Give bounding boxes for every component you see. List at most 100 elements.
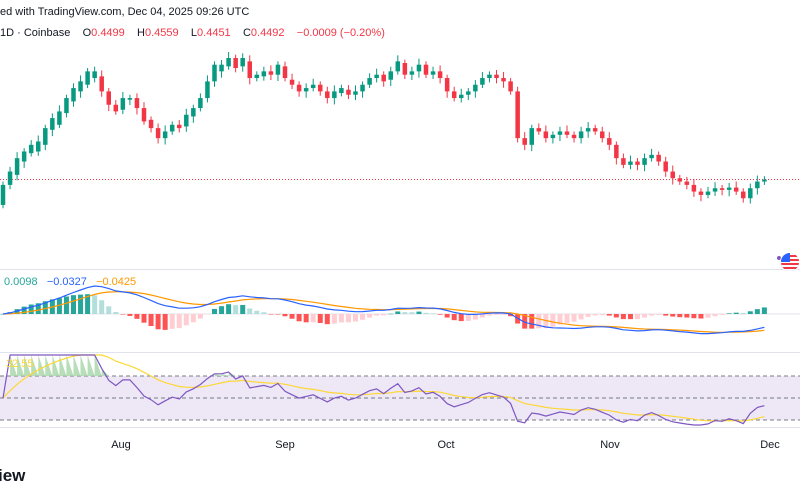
candle-body[interactable] (585, 128, 591, 132)
candle-body[interactable] (275, 64, 281, 75)
candle-body[interactable] (684, 181, 690, 185)
candle-body[interactable] (677, 178, 683, 182)
candle-body[interactable] (198, 98, 203, 109)
candle-body[interactable] (466, 91, 471, 95)
candle-body[interactable] (43, 128, 48, 145)
candle-body[interactable] (663, 161, 668, 172)
candle-body[interactable] (480, 78, 485, 85)
candle-body[interactable] (733, 187, 739, 192)
candle-body[interactable] (318, 84, 323, 92)
candle-body[interactable] (296, 84, 302, 92)
candle-body[interactable] (268, 71, 274, 75)
candle-body[interactable] (226, 58, 231, 67)
candle-body[interactable] (536, 128, 542, 132)
candle-body[interactable] (550, 134, 556, 139)
candle-body[interactable] (437, 71, 443, 79)
candle-body[interactable] (78, 81, 83, 92)
candle-body[interactable] (339, 88, 344, 94)
candle-body[interactable] (28, 144, 34, 154)
candle-body[interactable] (423, 64, 429, 75)
candle-body[interactable] (155, 128, 161, 139)
candle-body[interactable] (459, 94, 464, 99)
candle-body[interactable] (748, 188, 753, 199)
candle-body[interactable] (233, 58, 238, 69)
candle-body[interactable] (64, 98, 69, 114)
candle-body[interactable] (726, 187, 732, 190)
candle-body[interactable] (50, 118, 55, 130)
candle-body[interactable] (508, 81, 513, 92)
candle-body[interactable] (162, 131, 168, 139)
candle-body[interactable] (148, 119, 154, 129)
candle-body[interactable] (607, 138, 612, 145)
candle-body[interactable] (430, 71, 436, 75)
candle-body[interactable] (451, 91, 457, 99)
candle-body[interactable] (14, 158, 20, 175)
candle-body[interactable] (36, 141, 41, 152)
candle-body[interactable] (691, 184, 697, 192)
candle-body[interactable] (416, 64, 422, 72)
candle-body[interactable] (374, 74, 379, 79)
candle-body[interactable] (57, 111, 62, 125)
candle-body[interactable] (127, 98, 133, 100)
candle-body[interactable] (21, 151, 27, 162)
candle-body[interactable] (487, 74, 492, 79)
candle-body[interactable] (670, 171, 676, 179)
candle-body[interactable] (741, 191, 746, 199)
candle-body[interactable] (494, 74, 499, 79)
candle-body[interactable] (92, 71, 97, 79)
candle-body[interactable] (325, 91, 330, 99)
candle-body[interactable] (557, 131, 563, 135)
candle-body[interactable] (247, 61, 253, 79)
candle-body[interactable] (656, 154, 661, 162)
candle-body[interactable] (7, 171, 13, 185)
candle-body[interactable] (600, 131, 605, 139)
candle-body[interactable] (184, 114, 189, 127)
candle-body[interactable] (240, 58, 245, 67)
candle-body[interactable] (705, 191, 711, 195)
candle-body[interactable] (191, 108, 196, 117)
candle-body[interactable] (120, 98, 126, 110)
candle-body[interactable] (332, 91, 337, 99)
candle-body[interactable] (501, 78, 506, 82)
candle-body[interactable] (282, 66, 288, 79)
candle-body[interactable] (515, 91, 520, 139)
candle-body[interactable] (444, 78, 450, 92)
candle-body[interactable] (289, 79, 295, 85)
candle-body[interactable] (113, 104, 119, 112)
candle-body[interactable] (99, 76, 104, 92)
candle-body[interactable] (592, 128, 598, 132)
candle-body[interactable] (0, 184, 6, 205)
candle-body[interactable] (141, 108, 147, 122)
candle-body[interactable] (543, 131, 549, 139)
candle-body[interactable] (628, 161, 633, 165)
candle-body[interactable] (169, 124, 175, 132)
candle-body[interactable] (360, 84, 365, 92)
us-flag-icon[interactable] (780, 252, 800, 272)
candle-body[interactable] (212, 64, 217, 82)
candle-body[interactable] (381, 74, 386, 82)
candle-body[interactable] (614, 144, 619, 159)
candle-body[interactable] (578, 131, 584, 139)
candle-body[interactable] (106, 91, 112, 105)
candle-body[interactable] (254, 74, 260, 79)
candle-body[interactable] (522, 138, 527, 145)
candle-body[interactable] (85, 71, 90, 85)
candle-body[interactable] (395, 61, 401, 72)
candle-body[interactable] (712, 188, 718, 192)
candle-body[interactable] (698, 191, 704, 195)
candle-body[interactable] (303, 88, 309, 92)
candle-body[interactable] (134, 98, 140, 109)
candle-body[interactable] (310, 84, 316, 89)
candle-body[interactable] (402, 63, 408, 75)
candle-body[interactable] (621, 158, 626, 165)
candle-body[interactable] (205, 81, 210, 99)
candle-body[interactable] (409, 71, 415, 75)
symbol-label[interactable]: 1D · Coinbase (0, 27, 71, 39)
candle-body[interactable] (388, 71, 394, 80)
candle-body[interactable] (71, 88, 76, 102)
candle-body[interactable] (649, 154, 654, 159)
candle-body[interactable] (564, 131, 570, 135)
candle-body[interactable] (177, 124, 182, 129)
candle-body[interactable] (353, 91, 358, 95)
